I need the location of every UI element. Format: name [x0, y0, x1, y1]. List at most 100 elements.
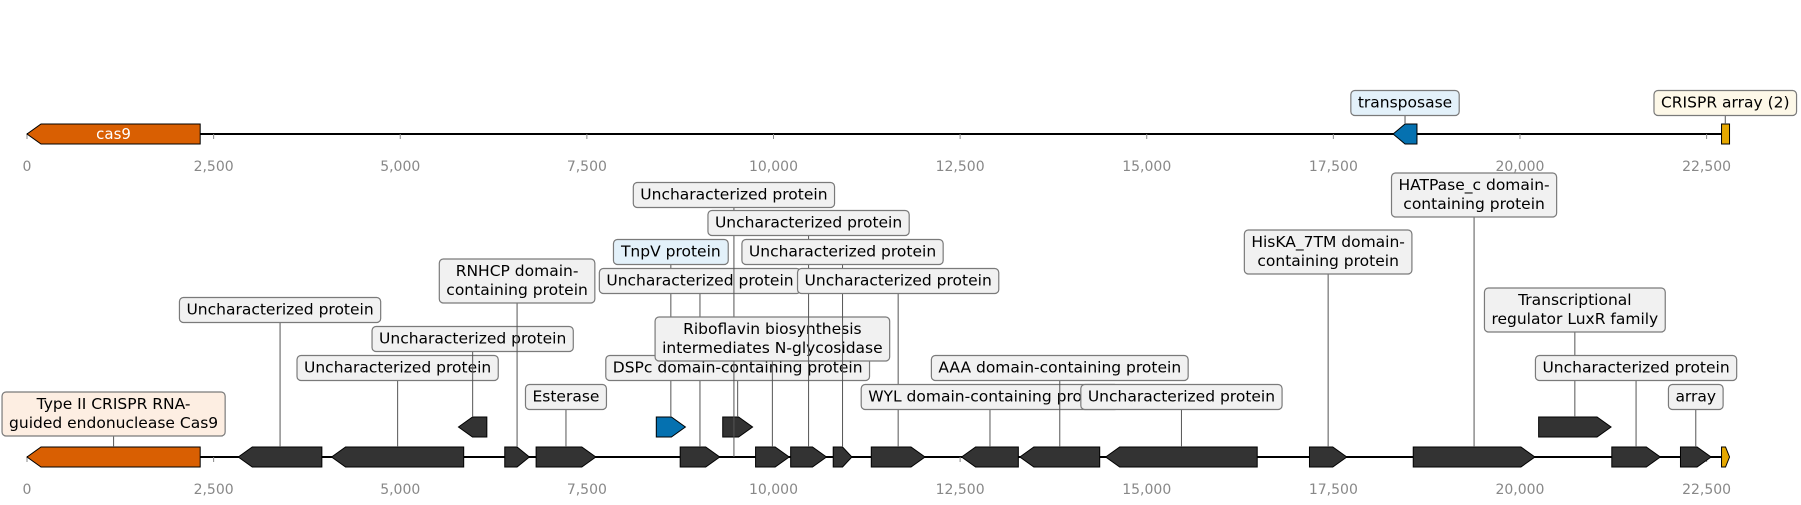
cas-gene-arrow [26, 123, 201, 145]
label-text: Uncharacterized protein [186, 301, 373, 319]
label-text: HisKA_7TM domain-containing protein [1251, 233, 1405, 270]
gene-arrow [330, 446, 465, 468]
feature-label: Uncharacterized protein [1080, 383, 1283, 447]
axis-tick-label: 17,500 [1309, 159, 1358, 175]
label-text: CRISPR array (2) [1661, 94, 1790, 112]
feature-label: AAA domain-containing protein [930, 354, 1189, 447]
cas-gene-arrow [26, 446, 201, 468]
feature-label: Uncharacterized protein [707, 209, 910, 447]
gene-arrow [1018, 446, 1101, 468]
label-text: WYL domain-containing protein [868, 388, 1112, 406]
axis-tick-label: 22,500 [1682, 482, 1731, 498]
label-box [1653, 89, 1798, 117]
label-text: Uncharacterized protein [715, 214, 902, 232]
label-text: Uncharacterized protein [304, 359, 491, 377]
gene-arrow [1679, 446, 1712, 468]
gene-inner-label: cas9 [96, 125, 131, 143]
axis-tick-label: 17,500 [1309, 482, 1358, 498]
feature-label: TnpV protein [612, 238, 729, 417]
label-text: Riboflavin biosynthesis intermediates N-g… [662, 320, 883, 357]
label-box [1350, 89, 1460, 117]
label-text: Uncharacterized protein [640, 186, 827, 204]
label-box [524, 383, 608, 411]
label-text: TnpV protein [620, 243, 721, 261]
axis-tick-label: 0 [23, 482, 32, 498]
feature-label: Type II CRISPR RNA-guided endonuclease C… [1, 391, 226, 447]
track-detail: 0 2,500 5,000 7,500 10,000 12,500 15,000 17,500… [23, 416, 1731, 498]
label-box [438, 258, 596, 304]
gene-arrow [1308, 446, 1348, 468]
gene-arrow [1104, 446, 1258, 468]
gene-arrow [679, 446, 721, 468]
label-box [296, 354, 499, 382]
gene-arrow [870, 446, 926, 468]
feature-label: Riboflavin biosynthesis intermediates N-g… [654, 316, 891, 447]
label-text: Esterase [532, 388, 599, 406]
label-text: transposase [1358, 94, 1452, 112]
label-text: Uncharacterized protein [606, 272, 793, 290]
axis-tick-label: 2,500 [194, 159, 234, 175]
feature-label: Uncharacterized protein [796, 267, 1000, 447]
label-box [371, 325, 574, 353]
feature-label: Uncharacterized protein [1534, 354, 1738, 447]
label-text: RNHCP domain-containing protein [446, 262, 588, 299]
label-box [654, 316, 891, 362]
label-text: Uncharacterized protein [1088, 388, 1275, 406]
feature-label: RNHCP domain-containing protein [438, 258, 596, 447]
feature-label: HATPase_c domain-containing protein [1390, 172, 1558, 447]
crispr-array-feature [1721, 123, 1731, 145]
label-box [1080, 383, 1283, 411]
mobile-element-arrow [655, 416, 687, 438]
axis-tick-label: 0 [23, 159, 32, 175]
axis-tick-label: 20,000 [1495, 159, 1544, 175]
feature-label: Uncharacterized protein [632, 181, 836, 457]
gene-arrow [755, 446, 791, 468]
axis-tick-label: 20,000 [1495, 482, 1544, 498]
axis-tick-label: 12,500 [936, 159, 985, 175]
gene-arrow [504, 446, 531, 468]
feature-label: transposase [1350, 89, 1460, 124]
label-box [1483, 287, 1666, 333]
feature-label: WYL domain-containing protein [860, 383, 1120, 447]
axis-tick-label: 5,000 [380, 482, 420, 498]
gene-arrow [535, 446, 597, 468]
axis-tick-label: 10,000 [749, 159, 798, 175]
label-text: AAA domain-containing protein [938, 359, 1181, 377]
label-text: Uncharacterized protein [1542, 359, 1729, 377]
mobile-element-arrow [1392, 123, 1418, 145]
feature-label: Uncharacterized protein [741, 238, 944, 447]
label-text: Uncharacterized protein [749, 243, 936, 261]
feature-label: Uncharacterized protein [371, 325, 574, 417]
label-box [930, 354, 1189, 382]
axis-tick-label: 5,000 [380, 159, 420, 175]
label-text: Type II CRISPR RNA-guided endonuclease C… [9, 395, 218, 432]
label-box [612, 238, 729, 266]
feature-label: Esterase [524, 383, 608, 447]
gene-arrow [457, 416, 488, 438]
label-text: Uncharacterized protein [379, 330, 566, 348]
feature-label: HisKA_7TM domain-containing protein [1243, 229, 1413, 447]
label-box [1243, 229, 1413, 275]
label-text: Uncharacterized protein [805, 272, 992, 290]
axis-tick-label: 15,000 [1122, 159, 1171, 175]
label-box [707, 209, 910, 237]
axis-tick-label: 7,500 [567, 159, 607, 175]
gene-arrow [1412, 446, 1536, 468]
feature-label: Uncharacterized protein [598, 267, 802, 447]
label-text: HATPase_c domain-containing protein [1399, 176, 1550, 213]
label-box [1667, 383, 1724, 411]
axis-tick-label: 22,500 [1682, 159, 1731, 175]
gene-arrow [832, 446, 853, 468]
label-box [632, 181, 836, 209]
label-text: Transcriptional regulator LuxR family [1491, 291, 1658, 328]
feature-label: DSPc domain-containing protein [605, 354, 871, 417]
feature-label: Uncharacterized protein [296, 354, 499, 447]
label-box [178, 296, 382, 324]
label-text: array [1675, 388, 1716, 406]
gene-arrow [1538, 416, 1612, 438]
feature-label: CRISPR array (2) [1653, 89, 1798, 124]
label-box [796, 267, 1000, 295]
label-box [1390, 172, 1558, 218]
feature-label: array [1667, 383, 1724, 447]
